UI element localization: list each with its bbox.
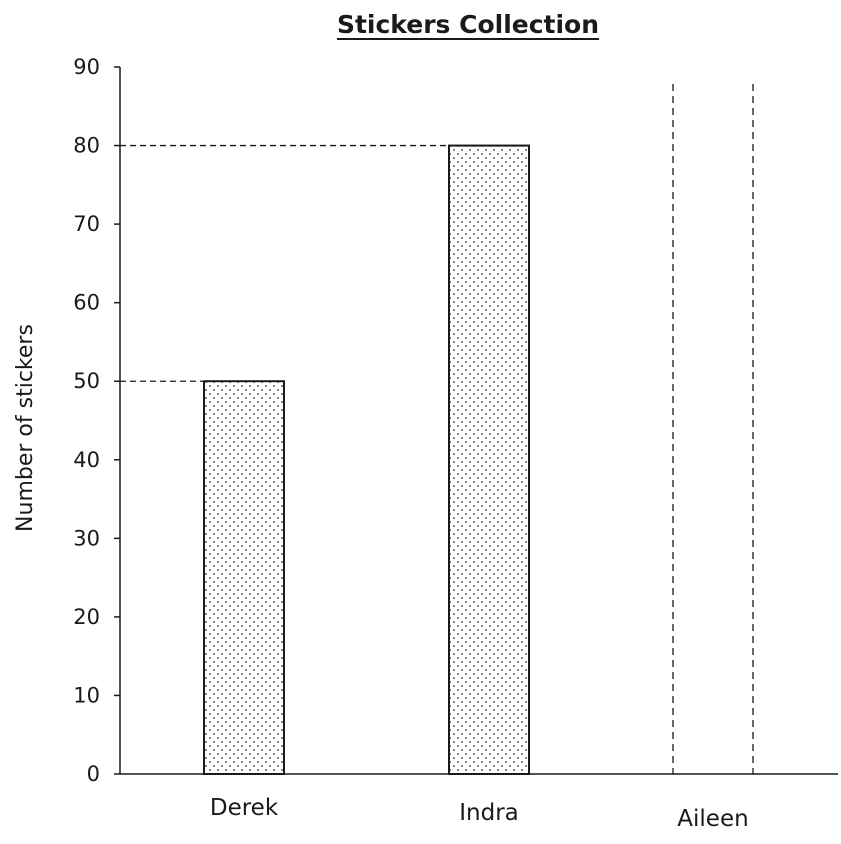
category-label: Aileen — [677, 806, 748, 832]
y-tick-label: 70 — [73, 212, 100, 236]
bar-derek — [203, 380, 285, 775]
category-label: Indra — [459, 800, 519, 826]
y-tick-label: 50 — [73, 369, 100, 393]
y-tick-label: 30 — [73, 526, 100, 550]
y-tick-label: 90 — [73, 55, 100, 79]
y-tick-label: 80 — [73, 134, 100, 158]
bars — [203, 84, 754, 776]
y-tick-label: 40 — [73, 448, 100, 472]
chart-title: Stickers Collection — [337, 10, 599, 39]
y-tick-label: 10 — [73, 683, 100, 707]
bar-indra — [448, 144, 530, 776]
category-labels: Derek Indra Aileen — [210, 795, 749, 832]
y-tick-label: 60 — [73, 291, 100, 315]
reference-lines — [120, 144, 449, 382]
y-tick-label: 0 — [87, 762, 100, 786]
y-axis-label: Number of stickers — [13, 324, 38, 532]
category-label: Derek — [210, 795, 279, 821]
y-axis-ticks: 0 10 20 30 40 50 60 70 80 90 — [73, 55, 120, 786]
y-tick-label: 20 — [73, 605, 100, 629]
